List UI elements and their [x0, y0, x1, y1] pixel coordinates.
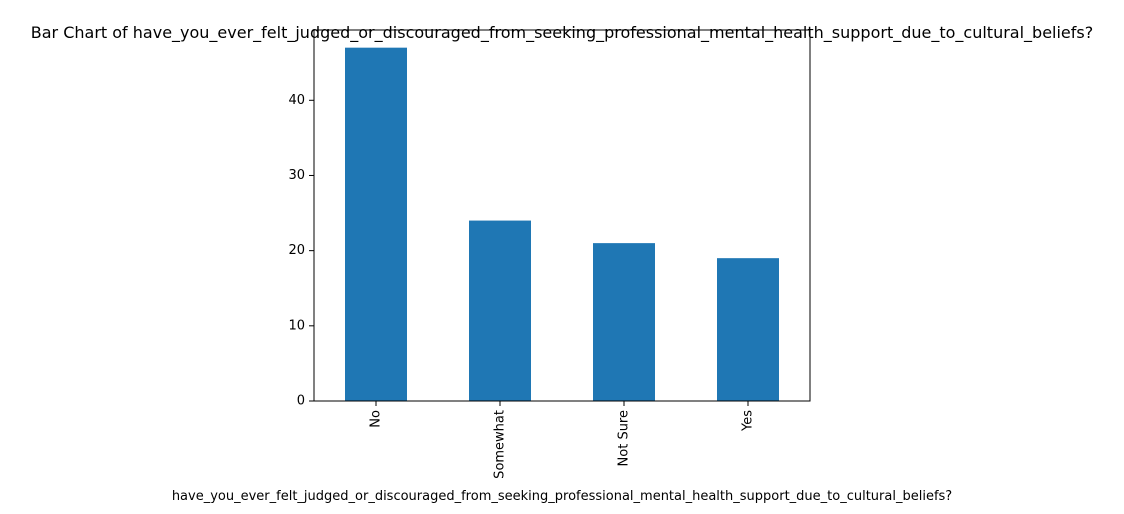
x-axis: No Somewhat Not Sure Yes	[369, 401, 756, 479]
x-tick-label: No	[369, 410, 384, 428]
y-tick-label: 40	[288, 93, 305, 108]
y-tick-label: 30	[288, 168, 305, 183]
y-tick-label: 0	[297, 394, 305, 409]
bars-layer	[345, 47, 779, 402]
bar-no	[345, 47, 407, 402]
chart-title: Bar Chart of have_you_ever_felt_judged_o…	[31, 23, 1093, 43]
x-tick-label: Somewhat	[493, 410, 508, 479]
plot-frame	[313, 29, 811, 402]
bar-yes	[717, 258, 779, 401]
y-tick-label: 10	[288, 318, 305, 333]
y-tick-label: 20	[288, 243, 305, 258]
x-axis-label: have_you_ever_felt_judged_or_discouraged…	[172, 489, 952, 504]
bar-not-sure	[593, 243, 655, 401]
bar-somewhat	[469, 220, 531, 401]
x-tick-label: Yes	[741, 410, 756, 432]
y-axis: 0 10 20 30 40	[288, 93, 314, 409]
x-tick-label: Not Sure	[617, 410, 632, 466]
